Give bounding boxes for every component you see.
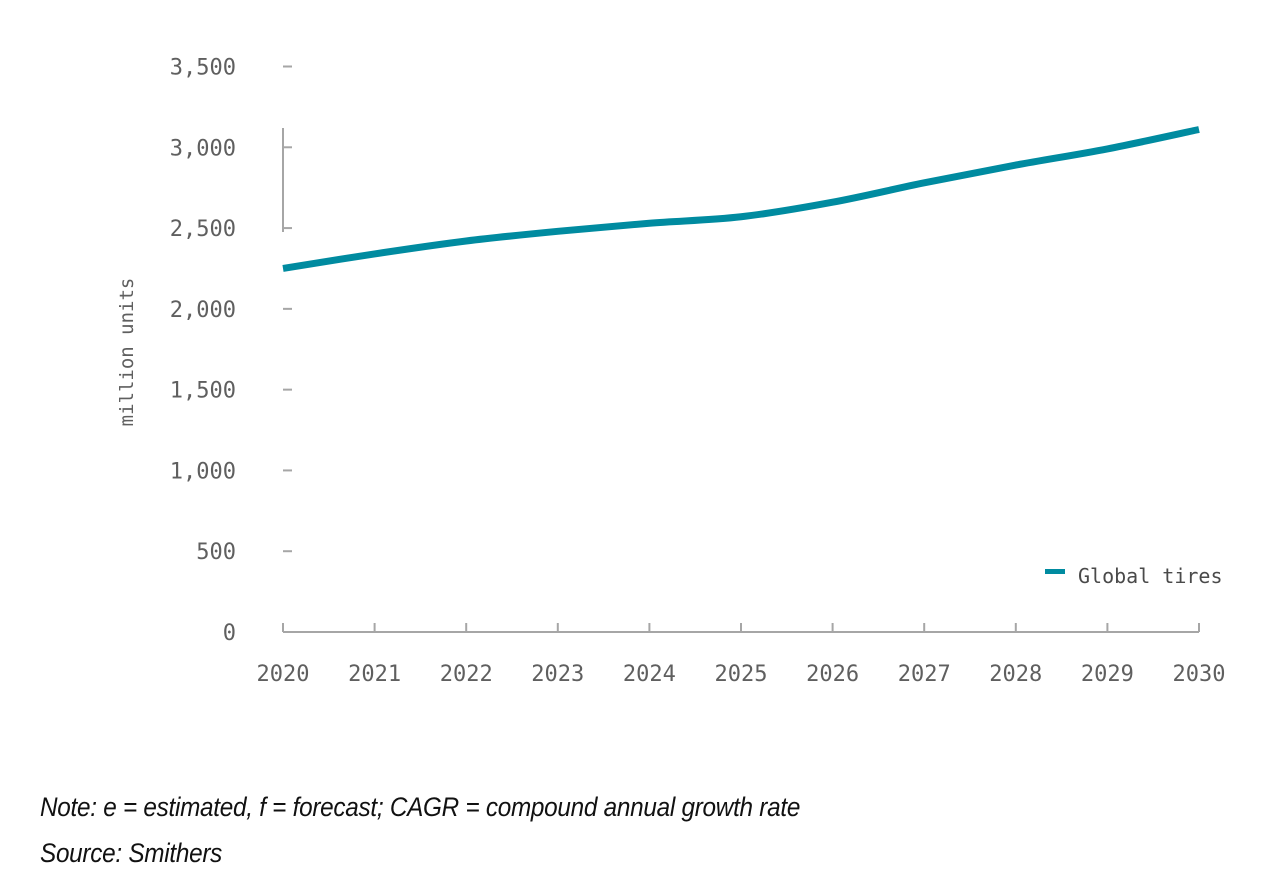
chart-source: Source: Smithers [40,838,223,868]
legend: Global tires [1045,564,1223,588]
y-tick-label: 0 [223,621,236,646]
x-tick-label: 2020 [257,662,310,687]
x-tick-label: 2021 [348,662,401,687]
series-line-global-tires [282,126,1200,272]
x-tick-label: 2026 [806,662,859,687]
y-tick-label: 1,000 [170,459,236,484]
series-lines [282,126,1200,272]
y-axis: 0 500 1,000 1,500 2,000 2,500 3,000 3,500 [170,56,292,646]
y-tick-label: 500 [196,540,236,565]
chart-note: Note: e = estimated, f = forecast; CAGR … [40,792,801,822]
x-axis: 2020 2021 2022 2023 2024 2025 2026 2027 2028 2029… [257,623,1226,687]
y-tick-label: 2,000 [170,298,236,323]
legend-swatch-global-tires [1045,569,1065,574]
x-tick-label: 2025 [715,662,768,687]
legend-label-global-tires: Global tires [1078,564,1223,588]
x-tick-label: 2024 [623,662,676,687]
y-tick-label: 3,500 [170,56,236,81]
y-tick-label: 3,000 [170,136,236,161]
x-tick-label: 2027 [898,662,951,687]
y-tick-label: 1,500 [170,379,236,404]
x-tick-label: 2030 [1173,662,1226,687]
x-tick-label: 2029 [1081,662,1134,687]
x-tick-label: 2028 [989,662,1042,687]
y-tick-label: 2,500 [170,217,236,242]
x-tick-label: 2022 [440,662,493,687]
x-tick-label: 2023 [531,662,584,687]
y-axis-title: million units [116,278,138,427]
